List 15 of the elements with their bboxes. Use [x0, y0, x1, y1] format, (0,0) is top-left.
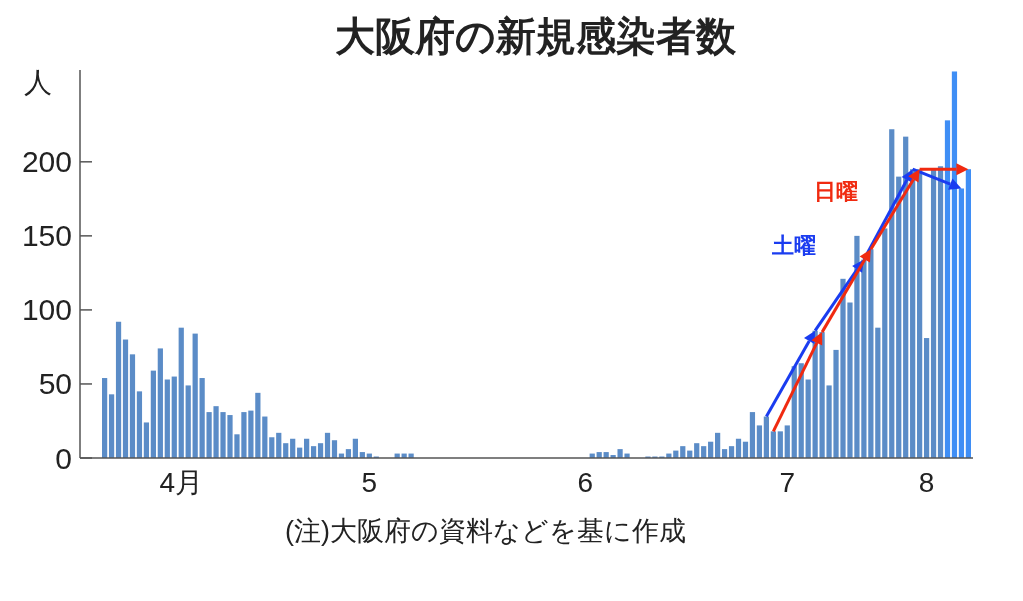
- x-tick-label: 8: [918, 467, 935, 498]
- y-axis-title: 人: [24, 67, 52, 98]
- y-tick-label: 0: [55, 441, 72, 475]
- annotation: 日曜: [813, 178, 858, 204]
- text: (注)大阪府の資料などを基に作成: [285, 516, 686, 546]
- y-tick-label: 100: [21, 293, 72, 327]
- x-tick-label: 5: [361, 467, 378, 498]
- x-tick-label: 6: [577, 467, 594, 498]
- annotation: 土曜: [770, 233, 816, 259]
- y-tick-label: 150: [21, 219, 72, 253]
- chart-title: 大阪府の新規感染者数: [335, 14, 737, 58]
- x-tick-label: 4月: [159, 467, 204, 498]
- x-tick-label: 7: [779, 467, 796, 498]
- y-tick-label: 200: [21, 145, 72, 179]
- y-tick-label: 50: [38, 367, 72, 401]
